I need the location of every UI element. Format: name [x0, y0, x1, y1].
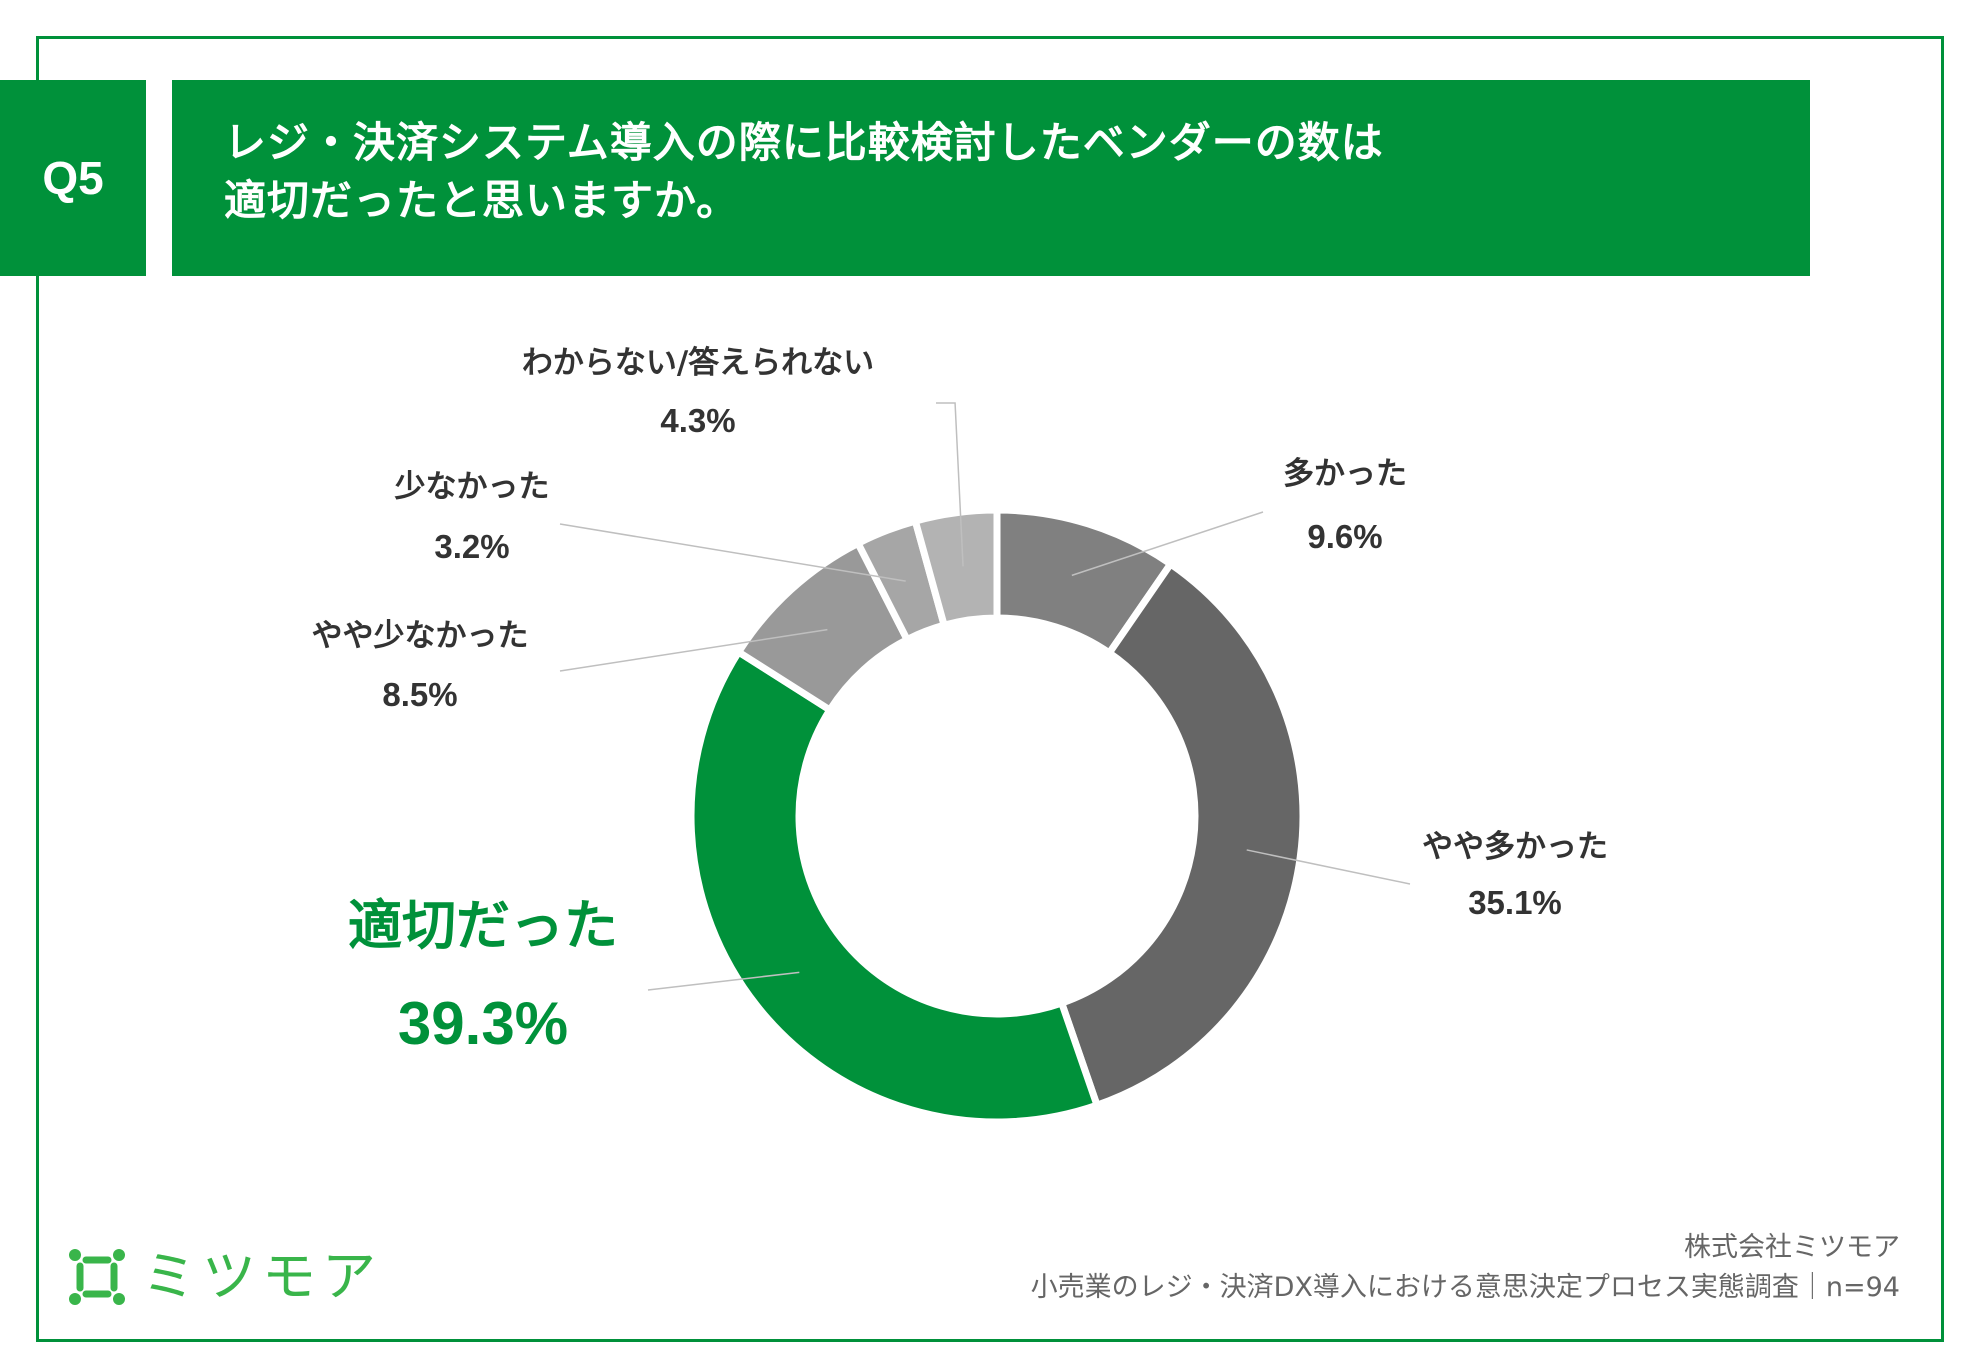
slice-label: 適切だった — [348, 894, 618, 957]
survey-name: 小売業のレジ・決済DX導入における意思決定プロセス実態調査｜n=94 — [1030, 1272, 1900, 1303]
slice-label: 少なかった — [395, 469, 550, 505]
leader-line — [1071, 511, 1264, 577]
company-logo: ミツモア — [66, 1246, 382, 1308]
slice-label: やや多かった — [1422, 829, 1608, 865]
slice-value-label: 9.6% — [1307, 518, 1382, 555]
leader-line — [1246, 849, 1411, 885]
slice-value-label: 4.3% — [660, 402, 735, 439]
question-text-line2: 適切だったと思いますか。 — [224, 176, 740, 225]
donut-slice — [1057, 559, 1307, 1110]
leader-line — [936, 402, 964, 567]
slice-label: 多かった — [1283, 456, 1407, 492]
company-name: 株式会社ミツモア — [1684, 1232, 1900, 1263]
donut-slice — [911, 506, 1001, 630]
logo-wordmark: ミツモア — [142, 1245, 382, 1308]
slice-label: やや少なかった — [312, 618, 529, 654]
slice-value-label: 39.3% — [398, 990, 568, 1057]
question-text-line1: レジ・決済システム導入の際に比較検討したベンダーの数は — [224, 118, 1384, 167]
slice-value-label: 3.2% — [434, 528, 509, 565]
question-banner: レジ・決済システム導入の際に比較検討したベンダーの数は 適切だったと思いますか。 — [172, 80, 1810, 276]
mitsumore-logo-icon — [69, 1249, 125, 1305]
slice-value-label: 8.5% — [382, 676, 457, 713]
donut-slice — [687, 647, 1102, 1126]
question-number-badge: Q5 — [0, 80, 146, 276]
slice-label: わからない/答えられない — [522, 345, 874, 381]
slice-value-label: 35.1% — [1468, 884, 1562, 921]
slice-labels: 多かった 9.6% やや多かった 35.1% 適切だった 39.3% やや少なかった 8.5%… — [312, 345, 1609, 1057]
leader-line — [647, 971, 800, 991]
leader-line — [559, 628, 828, 672]
source-credit: 株式会社ミツモア 小売業のレジ・決済DX導入における意思決定プロセス実態調査｜n… — [1031, 1228, 1900, 1308]
leader-lines — [559, 402, 1411, 991]
leader-line — [559, 523, 906, 582]
donut-slices — [687, 506, 1307, 1126]
frame-border — [36, 36, 1944, 1342]
